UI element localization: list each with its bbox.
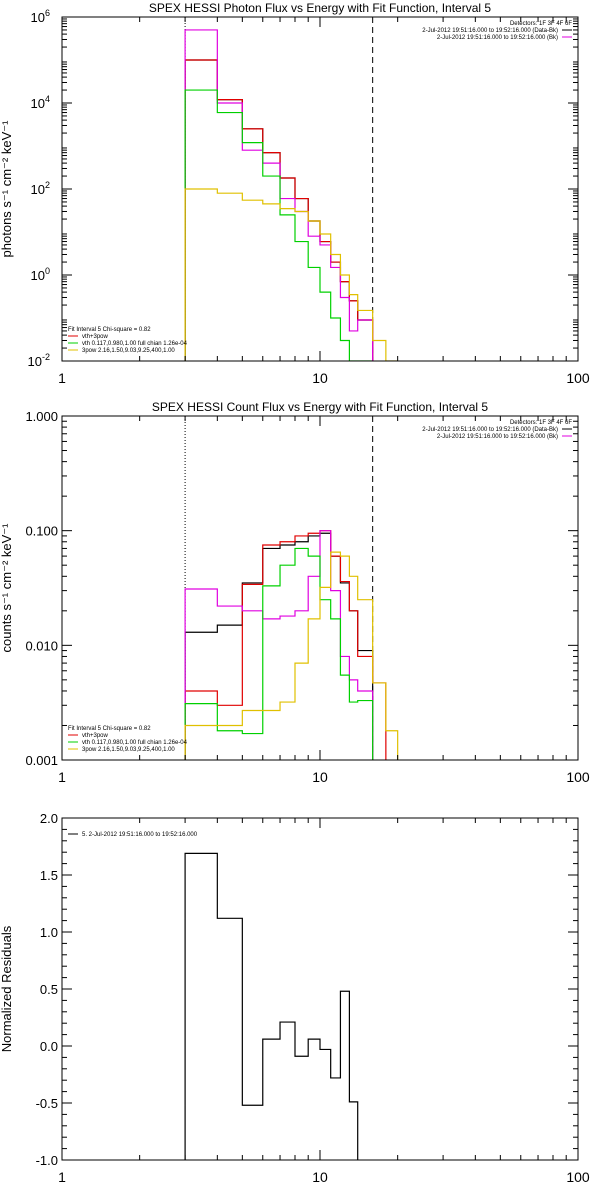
y-tick-label: 104 [31, 94, 50, 111]
y-axis-label: photons s⁻¹ cm⁻² keV⁻¹ [0, 120, 14, 258]
y-axis-label: Normalized Residuals [0, 925, 14, 1052]
x-tick-label: 1 [58, 1169, 66, 1185]
chart-panel-3: Normalized Residuals 1 10 100 -1.0 -0.5 0.0 0.5… [0, 811, 590, 1185]
legend-right-label: 2-Jul-2012 19:51:16.000 to 19:52:16.000 … [422, 28, 558, 34]
legend-left-label: vth 0.117,0.980,1.00 full chian 1.26e-04 [82, 740, 188, 746]
y-tick-label: -0.5 [36, 1096, 58, 1111]
series-line-2 [184, 59, 374, 361]
chart-panel-2: SPEX HESSI Count Flux vs Energy with Fit… [0, 400, 590, 785]
legend-left-label: vth 0.117,0.980,1.00 full chian 1.26e-04 [82, 341, 188, 347]
y-tick-label: 100 [31, 266, 50, 283]
legend-left-label: vth+3pow [82, 334, 109, 340]
x-tick-label: 100 [566, 769, 590, 785]
legend-right-label: 2-Jul-2012 19:51:16.000 to 19:52:16.000 … [437, 434, 558, 440]
chart-title: SPEX HESSI Photon Flux vs Energy with Fi… [149, 1, 491, 15]
x-tick-label: 100 [566, 370, 590, 386]
legend-right-title: Detectors: 1F 3F 4F 6F [510, 420, 572, 426]
y-tick-label: 0.5 [40, 982, 58, 997]
legend-right-title: Detectors: 1F 3F 4F 6F [510, 21, 572, 27]
plot-frame [61, 16, 579, 362]
series-line-2 [184, 530, 387, 760]
series-line-3 [184, 29, 374, 361]
y-axis-label: counts s⁻¹ cm⁻² keV⁻¹ [0, 523, 14, 653]
y-tick-label: 0.010 [25, 638, 58, 653]
y-tick-label: 1.5 [40, 868, 58, 883]
x-tick-label: 10 [312, 370, 328, 386]
x-tick-label: 10 [312, 1169, 328, 1185]
y-tick-label: 10-2 [28, 352, 50, 369]
chart-panel-1: SPEX HESSI Photon Flux vs Energy with Fi… [0, 1, 590, 386]
series-line-4 [184, 89, 373, 361]
legend-left-title: Fit Interval 5 Chi-square = 0.82 [68, 327, 151, 333]
x-tick-label: 100 [566, 1169, 590, 1185]
y-tick-label: 1.0 [40, 925, 58, 940]
series-group [184, 852, 359, 1160]
y-tick-label: 102 [31, 180, 50, 197]
y-tick-label: 106 [31, 8, 50, 25]
series-line-1 [184, 852, 359, 1160]
series-group [184, 530, 399, 760]
y-tick-label: 1.000 [25, 409, 58, 424]
series-line-5 [184, 188, 398, 361]
y-tick-label: 0.100 [25, 524, 58, 539]
legend-left-label: 3pow 2.16,1.50,9.03,9.25,400,1.00 [82, 348, 175, 354]
legend-right-label: 2-Jul-2012 19:51:16.000 to 19:52:16.000 … [437, 35, 558, 41]
legend-left-title: Fit Interval 5 Chi-square = 0.82 [68, 726, 151, 732]
legend-left-label: 3pow 2.16,1.50,9.03,9.25,400,1.00 [82, 747, 175, 753]
legend-left-label: vth+3pow [82, 733, 109, 739]
y-tick-label: -1.0 [36, 1153, 58, 1168]
series-group [184, 29, 398, 361]
plot-frame [61, 817, 579, 1161]
series-line-4 [184, 547, 374, 760]
y-tick-label: 0.0 [40, 1039, 58, 1054]
chart-title: SPEX HESSI Count Flux vs Energy with Fit… [152, 400, 488, 414]
x-tick-label: 10 [312, 769, 328, 785]
x-tick-label: 1 [58, 370, 66, 386]
y-tick-label: 0.001 [25, 753, 58, 768]
legend-right-label: 2-Jul-2012 19:51:16.000 to 19:52:16.000 … [422, 427, 558, 433]
series-line-5 [184, 551, 399, 760]
x-tick-label: 1 [58, 769, 66, 785]
series-line-1 [184, 59, 374, 361]
legend-left-label: 5. 2-Jul-2012 19:51:16.000 to 19:52:16.0… [82, 832, 198, 838]
y-tick-label: 2.0 [40, 811, 58, 826]
